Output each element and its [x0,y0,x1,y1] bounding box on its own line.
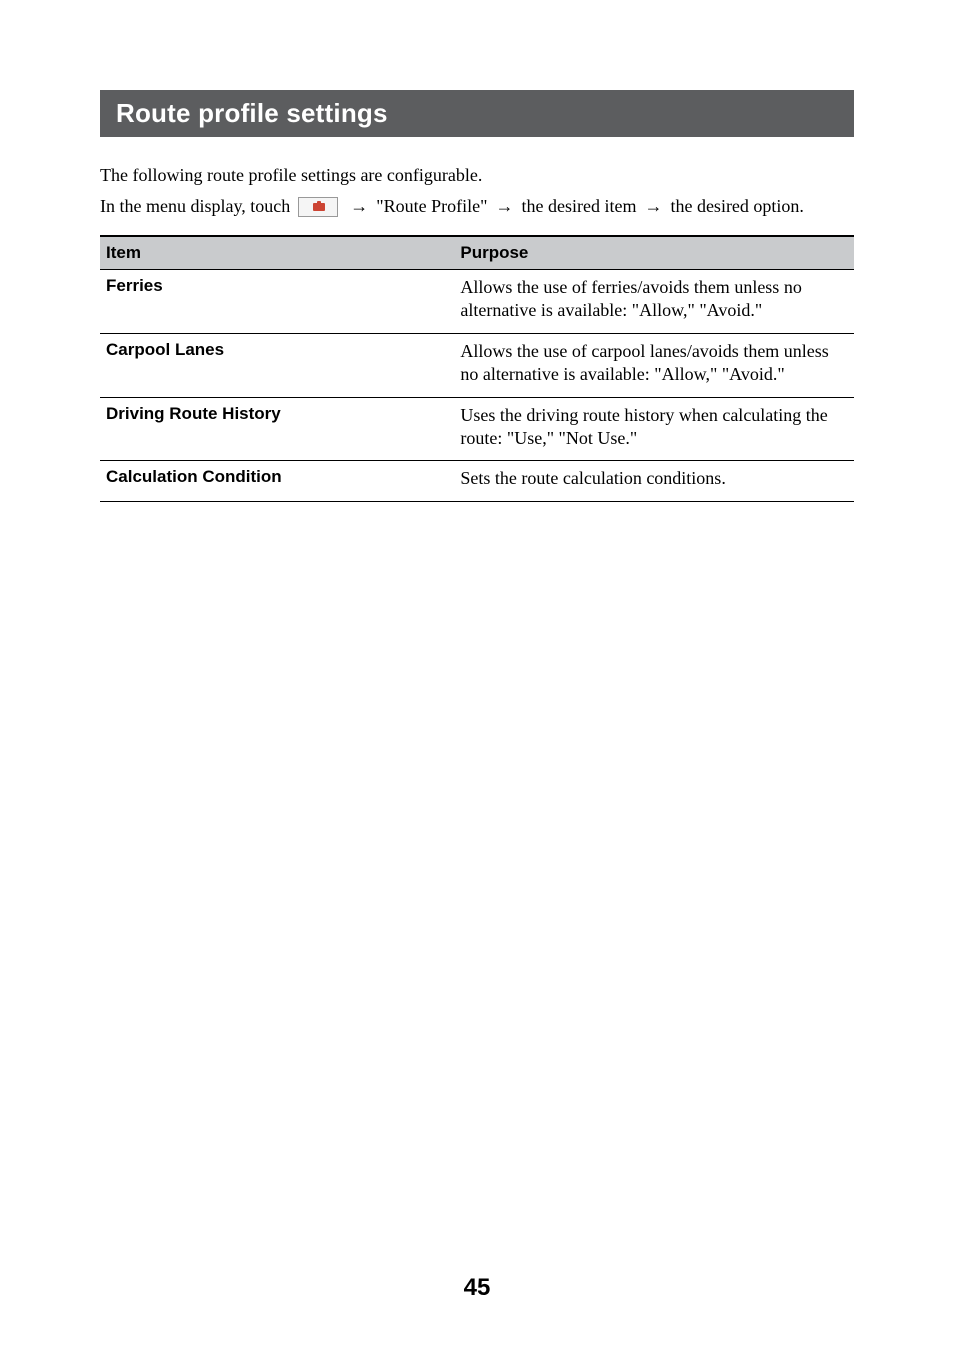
arrow-icon: → [644,196,662,217]
table-header-item: Item [100,236,454,270]
table-row: Carpool Lanes Allows the use of carpool … [100,333,854,397]
table-cell-item: Carpool Lanes [100,333,454,397]
settings-table: Item Purpose Ferries Allows the use of f… [100,235,854,502]
intro-paragraph: The following route profile settings are… [100,165,854,186]
arrow-icon: → [495,196,513,217]
table-cell-purpose: Sets the route calculation conditions. [454,461,854,501]
table-cell-purpose: Allows the use of ferries/avoids them un… [454,270,854,334]
page-number: 45 [0,1274,954,1302]
section-title: Route profile settings [116,98,838,129]
instruction-step3: the desired option. [670,196,803,217]
table-row: Calculation Condition Sets the route cal… [100,461,854,501]
table-cell-item: Calculation Condition [100,461,454,501]
instruction-step2: the desired item [521,196,636,217]
page-container: Route profile settings The following rou… [0,0,954,1352]
table-header-purpose: Purpose [454,236,854,270]
arrow-icon: → [350,196,368,217]
table-cell-purpose: Uses the driving route history when calc… [454,397,854,461]
instruction-step1: "Route Profile" [376,196,487,217]
table-row: Driving Route History Uses the driving r… [100,397,854,461]
table-row: Ferries Allows the use of ferries/avoids… [100,270,854,334]
table-cell-item: Driving Route History [100,397,454,461]
table-cell-item: Ferries [100,270,454,334]
table-cell-purpose: Allows the use of carpool lanes/avoids t… [454,333,854,397]
instruction-prefix: In the menu display, touch [100,196,290,217]
section-header-bar: Route profile settings [100,90,854,137]
toolbox-icon [298,197,338,217]
instruction-line: In the menu display, touch → "Route Prof… [100,196,854,217]
table-header-row: Item Purpose [100,236,854,270]
